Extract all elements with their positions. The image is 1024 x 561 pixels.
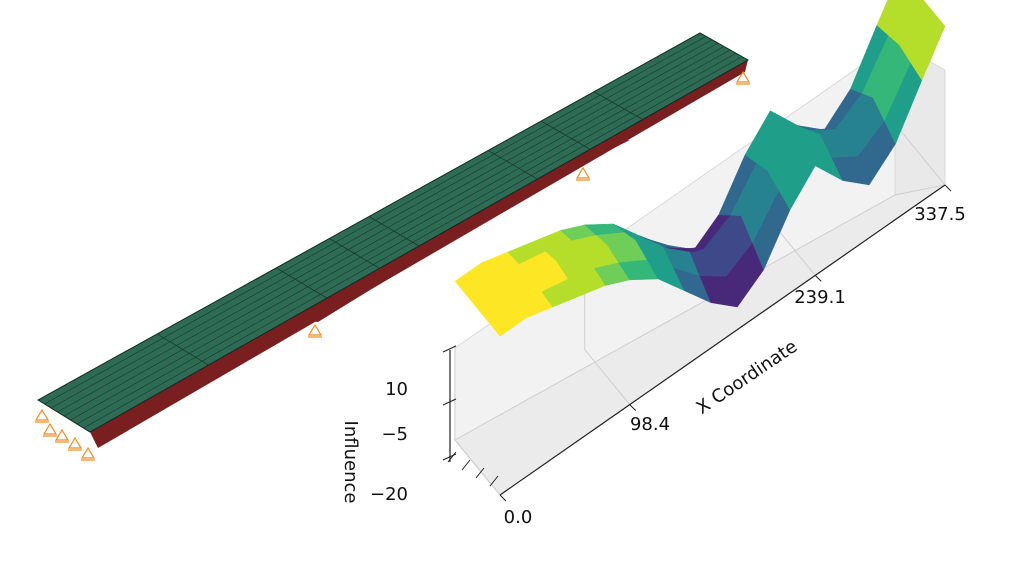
x-tick-label: 239.1: [794, 287, 846, 308]
deck-cross-line: [156, 333, 209, 366]
deck-cross-line: [593, 91, 643, 120]
x-tick-mark: [944, 184, 952, 192]
x-axis-ticks: 0.0 98.4 239.1 337.5: [499, 184, 966, 528]
floor-grid-line: [454, 439, 501, 496]
floor-grid-line: [584, 349, 631, 405]
z-tick-mark: [442, 345, 457, 353]
floor-grid-line: [899, 129, 946, 186]
support-icon: [42, 422, 58, 437]
support-icon: [575, 166, 591, 181]
support-icon: [34, 408, 50, 423]
deck-cross-line: [540, 120, 591, 150]
depth-tick-mark: [461, 459, 471, 471]
z-axis-ticks: 10 −5 −20: [370, 345, 499, 505]
z-tick-label: −20: [370, 484, 408, 505]
deck-cross-line: [276, 267, 328, 299]
surface-patch: [899, 0, 935, 64]
support-icon: [67, 436, 83, 451]
x-tick-label: 337.5: [914, 204, 966, 225]
x-tick-mark: [629, 404, 637, 411]
influence-surface: [454, 0, 946, 337]
bridge-supports: [34, 70, 751, 461]
support-icon: [307, 323, 323, 338]
depth-tick-mark: [447, 451, 457, 463]
bridge-model: [34, 32, 751, 461]
z-axis-label: Influence: [340, 421, 361, 504]
deck-cross-line: [487, 150, 538, 180]
bridge-deck-lines: [44, 36, 743, 429]
deck-cross-line: [329, 238, 380, 269]
x-tick-mark: [499, 494, 507, 502]
deck-cross-line: [368, 216, 420, 247]
z-tick-label: 10: [385, 379, 408, 400]
support-icon: [80, 446, 96, 461]
x-axis-line: [499, 184, 946, 496]
depth-tick-mark: [475, 467, 485, 479]
surface-patch: [887, 0, 923, 46]
z-tick-mark: [442, 398, 457, 406]
x-tick-label: 0.0: [504, 507, 533, 528]
x-tick-mark: [814, 275, 822, 282]
depth-tick-mark: [489, 475, 499, 487]
bridge-girder-haunch-1: [280, 290, 370, 322]
x-tick-label: 98.4: [630, 414, 670, 435]
support-icon: [54, 428, 70, 443]
surface-patch: [876, 0, 905, 36]
z-tick-label: −5: [381, 424, 408, 445]
support-icon: [735, 70, 751, 85]
